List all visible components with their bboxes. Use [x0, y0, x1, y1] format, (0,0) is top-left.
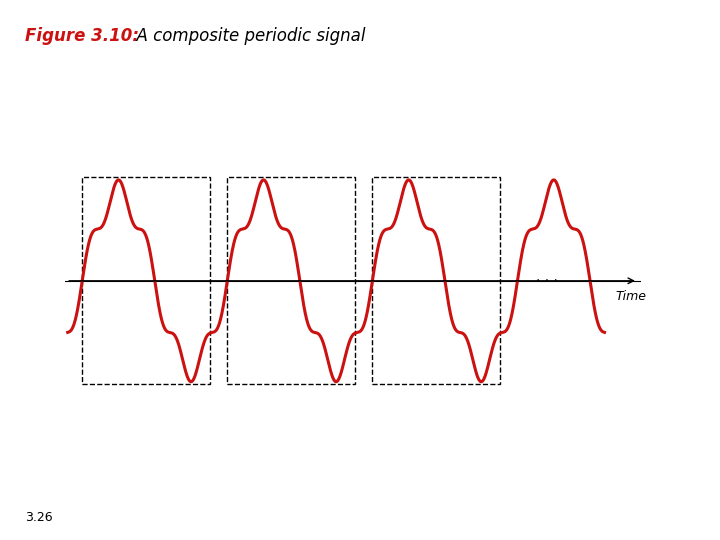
Text: Time: Time	[615, 289, 646, 302]
Text: 3.26: 3.26	[25, 511, 53, 524]
Text: . . .: . . .	[536, 271, 557, 284]
Text: A composite periodic signal: A composite periodic signal	[126, 27, 366, 45]
Bar	[228, 177, 355, 384]
Text: Figure 3.10:: Figure 3.10:	[25, 27, 139, 45]
Bar	[82, 177, 210, 384]
Bar	[372, 177, 500, 384]
